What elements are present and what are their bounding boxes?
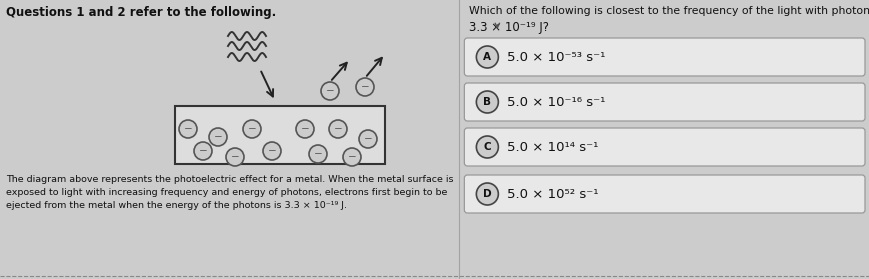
Text: 5.0 × 10⁵² s⁻¹: 5.0 × 10⁵² s⁻¹ (507, 187, 598, 201)
Text: −: − (363, 134, 372, 144)
Text: −: − (230, 152, 239, 162)
Text: ejected from the metal when the energy of the photons is 3.3 × 10⁻¹⁹ J.: ejected from the metal when the energy o… (6, 201, 347, 210)
Circle shape (328, 120, 347, 138)
Text: −: − (333, 124, 342, 134)
Text: −: − (198, 146, 207, 156)
Circle shape (295, 120, 314, 138)
Circle shape (342, 148, 361, 166)
Text: −: − (325, 86, 334, 96)
Circle shape (321, 82, 339, 100)
Text: 5.0 × 10⁻¹⁶ s⁻¹: 5.0 × 10⁻¹⁶ s⁻¹ (507, 95, 605, 109)
FancyBboxPatch shape (175, 106, 385, 164)
Circle shape (355, 78, 374, 96)
Text: −: − (348, 152, 356, 162)
FancyBboxPatch shape (464, 128, 864, 166)
Text: The diagram above represents the photoelectric effect for a metal. When the meta: The diagram above represents the photoel… (6, 175, 453, 184)
Circle shape (242, 120, 261, 138)
Circle shape (209, 128, 227, 146)
Circle shape (179, 120, 196, 138)
Text: 5.0 × 10⁻⁵³ s⁻¹: 5.0 × 10⁻⁵³ s⁻¹ (507, 50, 605, 64)
FancyBboxPatch shape (464, 175, 864, 213)
Text: −: − (301, 124, 309, 134)
Circle shape (476, 183, 498, 205)
Circle shape (308, 145, 327, 163)
Text: B: B (483, 97, 491, 107)
Circle shape (476, 91, 498, 113)
Circle shape (194, 142, 212, 160)
Text: Questions 1 and 2 refer to the following.: Questions 1 and 2 refer to the following… (6, 6, 276, 19)
Circle shape (226, 148, 243, 166)
FancyBboxPatch shape (464, 83, 864, 121)
Text: 5.0 × 10¹⁴ s⁻¹: 5.0 × 10¹⁴ s⁻¹ (507, 141, 598, 153)
Circle shape (476, 136, 498, 158)
Text: exposed to light with increasing frequency and energy of photons, electrons firs: exposed to light with increasing frequen… (6, 188, 447, 197)
Circle shape (476, 46, 498, 68)
Text: −: − (361, 82, 369, 92)
Text: D: D (482, 189, 491, 199)
Circle shape (262, 142, 281, 160)
FancyBboxPatch shape (464, 38, 864, 76)
Text: −: − (183, 124, 192, 134)
Text: A: A (483, 52, 491, 62)
Text: −: − (248, 124, 256, 134)
Circle shape (359, 130, 376, 148)
Text: 3.3 × 10⁻¹⁹ J?: 3.3 × 10⁻¹⁹ J? (468, 21, 548, 34)
Text: −: − (268, 146, 276, 156)
Text: −: − (313, 149, 322, 159)
Text: −: − (214, 132, 222, 142)
Text: C: C (483, 142, 491, 152)
Text: Which of the following is closest to the frequency of the light with photon ener: Which of the following is closest to the… (468, 6, 869, 16)
